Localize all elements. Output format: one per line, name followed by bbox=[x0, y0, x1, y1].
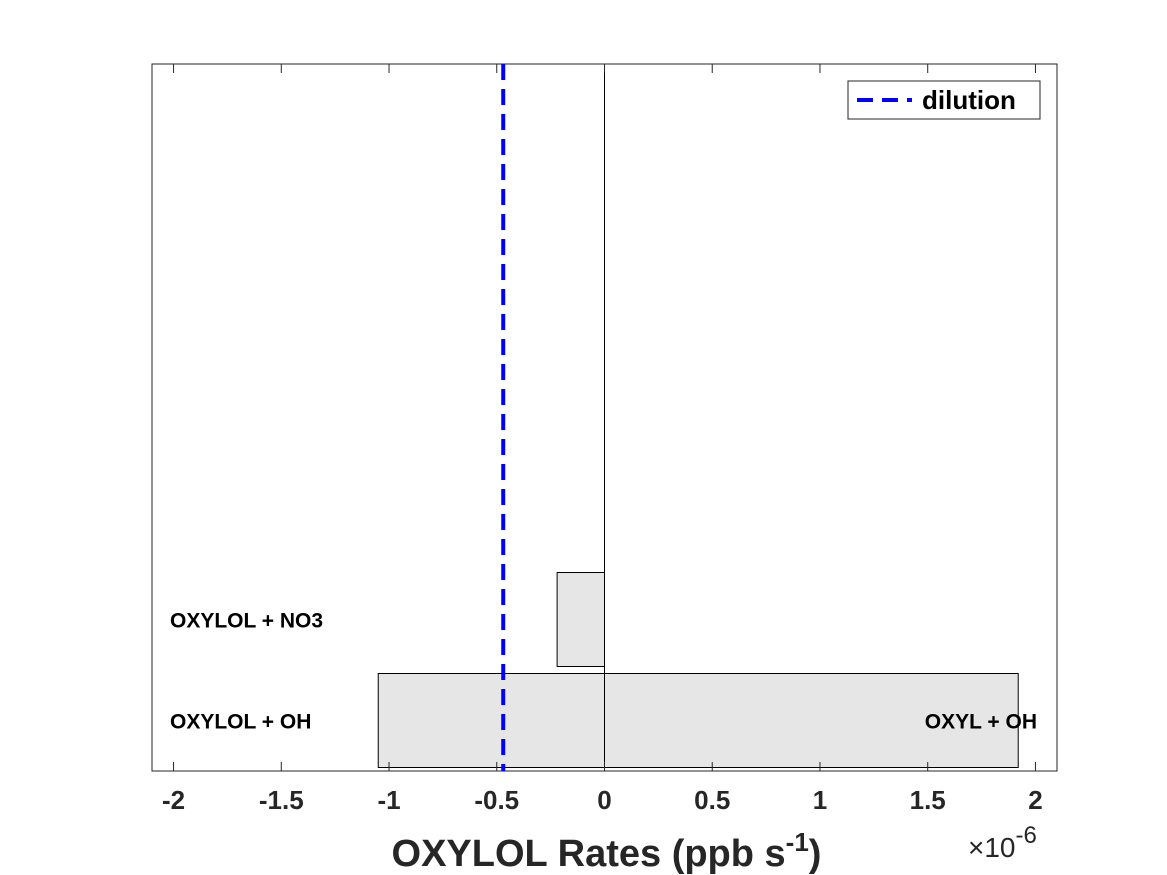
legend-box bbox=[847, 80, 1041, 120]
bar-label-0: OXYLOL + OH bbox=[170, 711, 311, 734]
bar-label-2: OXYLOL + NO3 bbox=[170, 610, 323, 633]
x-tick-label-8: 2 bbox=[1028, 785, 1042, 815]
legend-label: dilution bbox=[922, 85, 1016, 115]
x-tick-label-2: -1 bbox=[377, 785, 400, 815]
bar-labels: OXYLOL + OH OXYL + OH OXYLOL + NO3 bbox=[170, 610, 1037, 734]
x-tick-label-3: -0.5 bbox=[474, 785, 519, 815]
x-tick-label-4: 0 bbox=[597, 785, 611, 815]
x-axis-label: OXYLOL Rates (ppb s-1) bbox=[392, 827, 822, 875]
x-tick-label-7: 1.5 bbox=[910, 785, 946, 815]
bars bbox=[377, 572, 1019, 768]
bar-label-1: OXYL + OH bbox=[925, 711, 1037, 734]
x-tick-label-5: 0.5 bbox=[694, 785, 730, 815]
x-ticks: -2 -1.5 -1 -0.5 0 0.5 1 1.5 2 bbox=[162, 64, 1043, 815]
x-tick-label-1: -1.5 bbox=[259, 785, 304, 815]
x-tick-label-0: -2 bbox=[162, 785, 185, 815]
x-axis-multiplier: ×10-6 bbox=[968, 822, 1037, 863]
bar-1 bbox=[604, 673, 1019, 768]
legend: dilution bbox=[847, 80, 1041, 120]
bar-2 bbox=[556, 572, 605, 667]
axis-labels: OXYLOL Rates (ppb s-1) ×10-6 bbox=[392, 822, 1037, 875]
x-tick-label-6: 1 bbox=[813, 785, 827, 815]
bar-0 bbox=[377, 673, 605, 768]
